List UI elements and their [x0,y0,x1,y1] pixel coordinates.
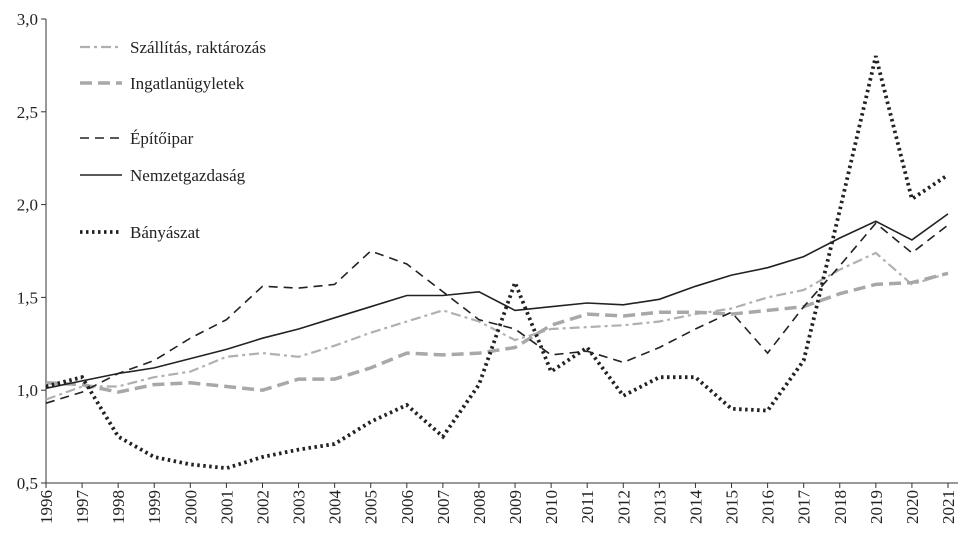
x-tick-label: 2007 [434,490,453,525]
x-tick-label: 2008 [470,490,489,524]
x-tick-label: 2018 [831,490,850,524]
x-tick-label: 1999 [145,490,164,524]
x-tick-label: 2003 [290,490,309,524]
x-tick-label: 2014 [686,490,705,525]
x-tick-label: 2012 [614,490,633,524]
y-tick-label: 3,0 [17,10,38,29]
x-tick-label: 2001 [217,490,236,524]
x-tick-label: 2006 [398,490,417,524]
x-tick-label: 2010 [542,490,561,524]
legend-label: Ingatlanügyletek [130,74,245,93]
y-tick-label: 1,0 [17,381,38,400]
series-line [45,55,950,471]
x-tick-label: 2019 [867,490,886,524]
series-line [45,222,949,404]
y-tick-label: 0,5 [17,474,38,493]
x-tick-label: 2004 [326,490,345,525]
x-tick-label: 2013 [650,490,669,524]
x-tick-label: 2017 [795,490,814,525]
x-tick-label: 2000 [181,490,200,524]
x-tick-label: 2021 [939,490,958,524]
legend-label: Nemzetgazdaság [130,166,246,185]
series-line [45,213,949,390]
x-tick-label: 2011 [578,490,597,523]
x-tick-label: 2002 [253,490,272,524]
x-tick-label: 1997 [73,490,92,525]
x-tick-label: 1996 [37,490,56,524]
y-tick-label: 1,5 [17,288,38,307]
x-tick-label: 1998 [109,490,128,524]
series-line [45,251,949,401]
x-tick-label: 2016 [759,490,778,524]
x-tick-label: 2020 [903,490,922,524]
x-tick-label: 2015 [723,490,742,524]
legend-label: Bányászat [130,223,200,242]
x-tick-label: 2005 [362,490,381,524]
y-tick-label: 2,5 [17,103,38,122]
legend-label: Szállítás, raktározás [130,38,266,57]
x-tick-label: 2009 [506,490,525,524]
y-tick-label: 2,0 [17,196,38,215]
series-line [45,271,949,394]
legend-label: Építőipar [130,129,194,148]
